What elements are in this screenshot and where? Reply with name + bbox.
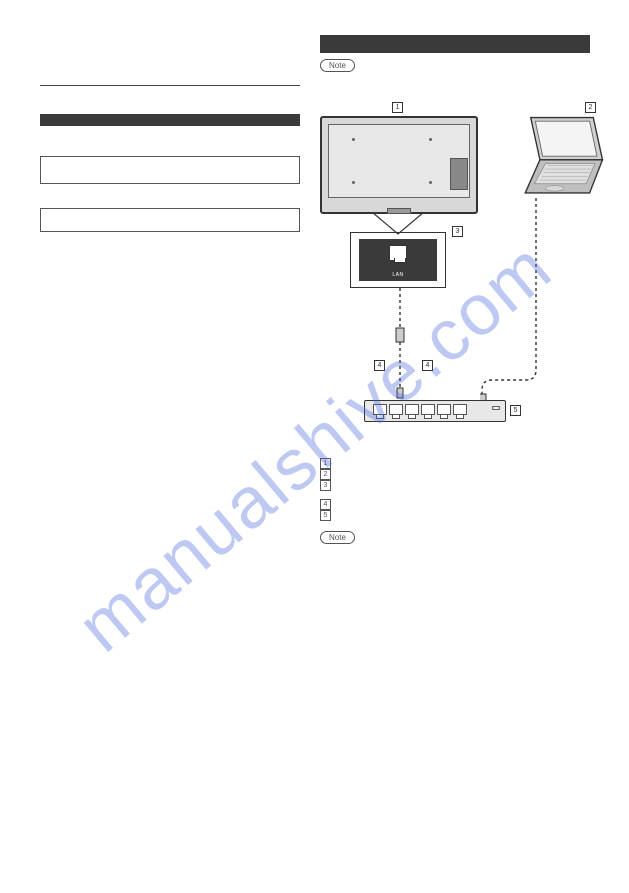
section-heading-bar <box>40 114 300 126</box>
callout-4b: 4 <box>422 360 433 371</box>
divider-line <box>40 85 300 86</box>
cable-laptop-to-hub <box>480 198 548 408</box>
callout-1: 1 <box>392 102 403 113</box>
legend-row-4: 4 <box>320 499 590 510</box>
callout-3: 3 <box>452 226 463 237</box>
callout-2: 2 <box>585 102 596 113</box>
info-box-2 <box>40 208 300 232</box>
display-unit-icon <box>320 116 478 214</box>
info-box-1 <box>40 156 300 184</box>
cable-lan-to-hub <box>394 288 414 402</box>
lan-label: LAN <box>392 272 403 278</box>
callout-5: 5 <box>510 405 521 416</box>
legend-row-1: 1 <box>320 458 590 469</box>
legend-row-5: 5 <box>320 510 590 521</box>
page: manualshive.com Note 1 <box>0 0 629 893</box>
legend-row-2: 2 <box>320 469 590 480</box>
note-pill-1: Note <box>320 59 355 72</box>
connection-diagram: 1 2 <box>320 102 590 452</box>
diagram-legend: 1 2 3 4 5 <box>320 458 590 521</box>
note-pill-2: Note <box>320 531 355 544</box>
connector-display-to-lan <box>368 212 428 236</box>
hub-icon <box>364 400 506 422</box>
legend-row-3: 3 <box>320 480 590 491</box>
right-section-bar <box>320 35 590 53</box>
right-column: Note 1 2 <box>320 35 590 550</box>
laptop-icon <box>516 112 608 204</box>
left-column <box>40 35 300 232</box>
lan-terminal-icon: LAN <box>350 232 446 288</box>
callout-4a: 4 <box>374 360 385 371</box>
